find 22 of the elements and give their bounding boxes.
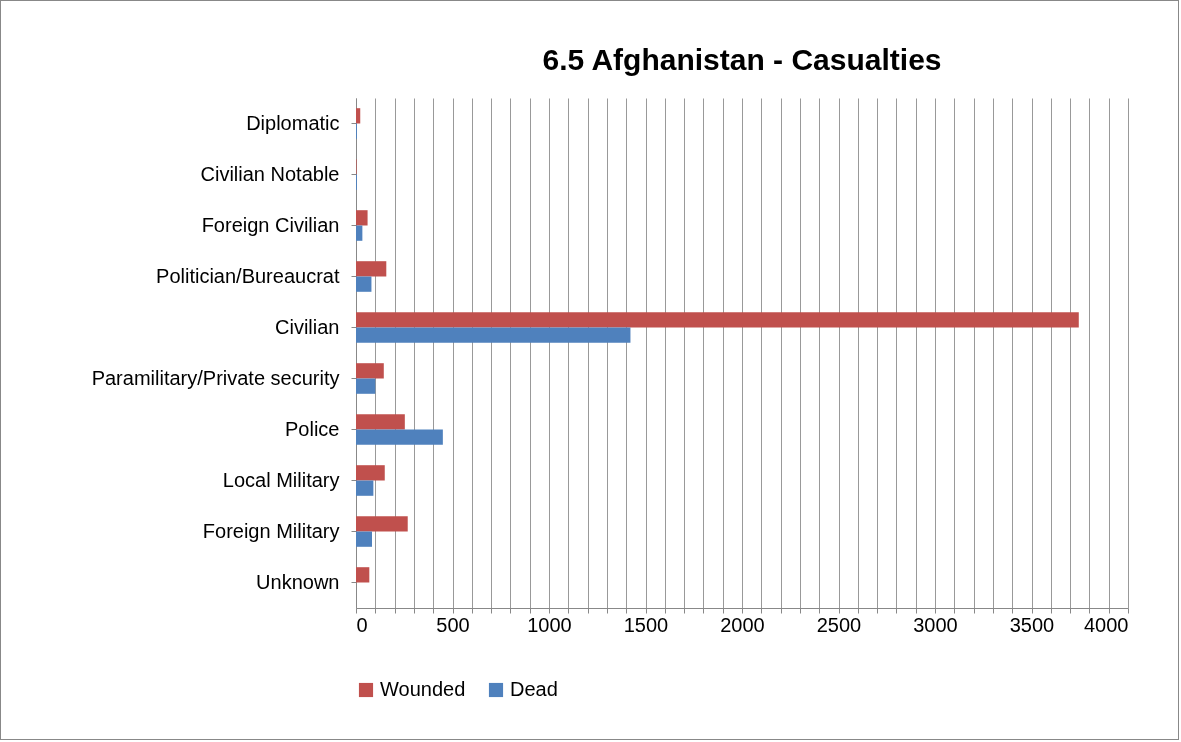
- x-tick-label: 1500: [623, 613, 669, 636]
- y-tick-label: Police: [285, 417, 340, 440]
- y-tick-label: Civilian Notable: [200, 162, 340, 185]
- y-tick-label: Civilian: [275, 315, 340, 338]
- y-tick-label: Paramilitary/Private security: [91, 366, 340, 389]
- chart-title: 6.5 Afghanistan - Casualties: [542, 43, 942, 76]
- y-tick-label: Politician/Bureaucrat: [156, 264, 340, 287]
- y-tick-label: Diplomatic: [246, 111, 340, 134]
- x-tick-label: 4000: [1084, 613, 1129, 636]
- y-tick-label: Foreign Civilian: [201, 213, 340, 236]
- y-tick-label: Local Military: [222, 468, 340, 491]
- x-tick-label: 2500: [816, 613, 862, 636]
- y-tick-label: Foreign Military: [202, 519, 340, 542]
- legend-label: Wounded: [380, 678, 466, 700]
- x-tick-label: 500: [436, 613, 470, 636]
- x-tick-label: 1000: [527, 613, 572, 636]
- legend-label: Dead: [510, 678, 558, 700]
- y-tick-label: Unknown: [256, 570, 340, 593]
- x-tick-label: 0: [356, 613, 368, 636]
- x-tick-label: 3000: [913, 613, 958, 636]
- x-tick-label: 2000: [720, 613, 765, 636]
- x-tick-label: 3500: [1009, 613, 1055, 636]
